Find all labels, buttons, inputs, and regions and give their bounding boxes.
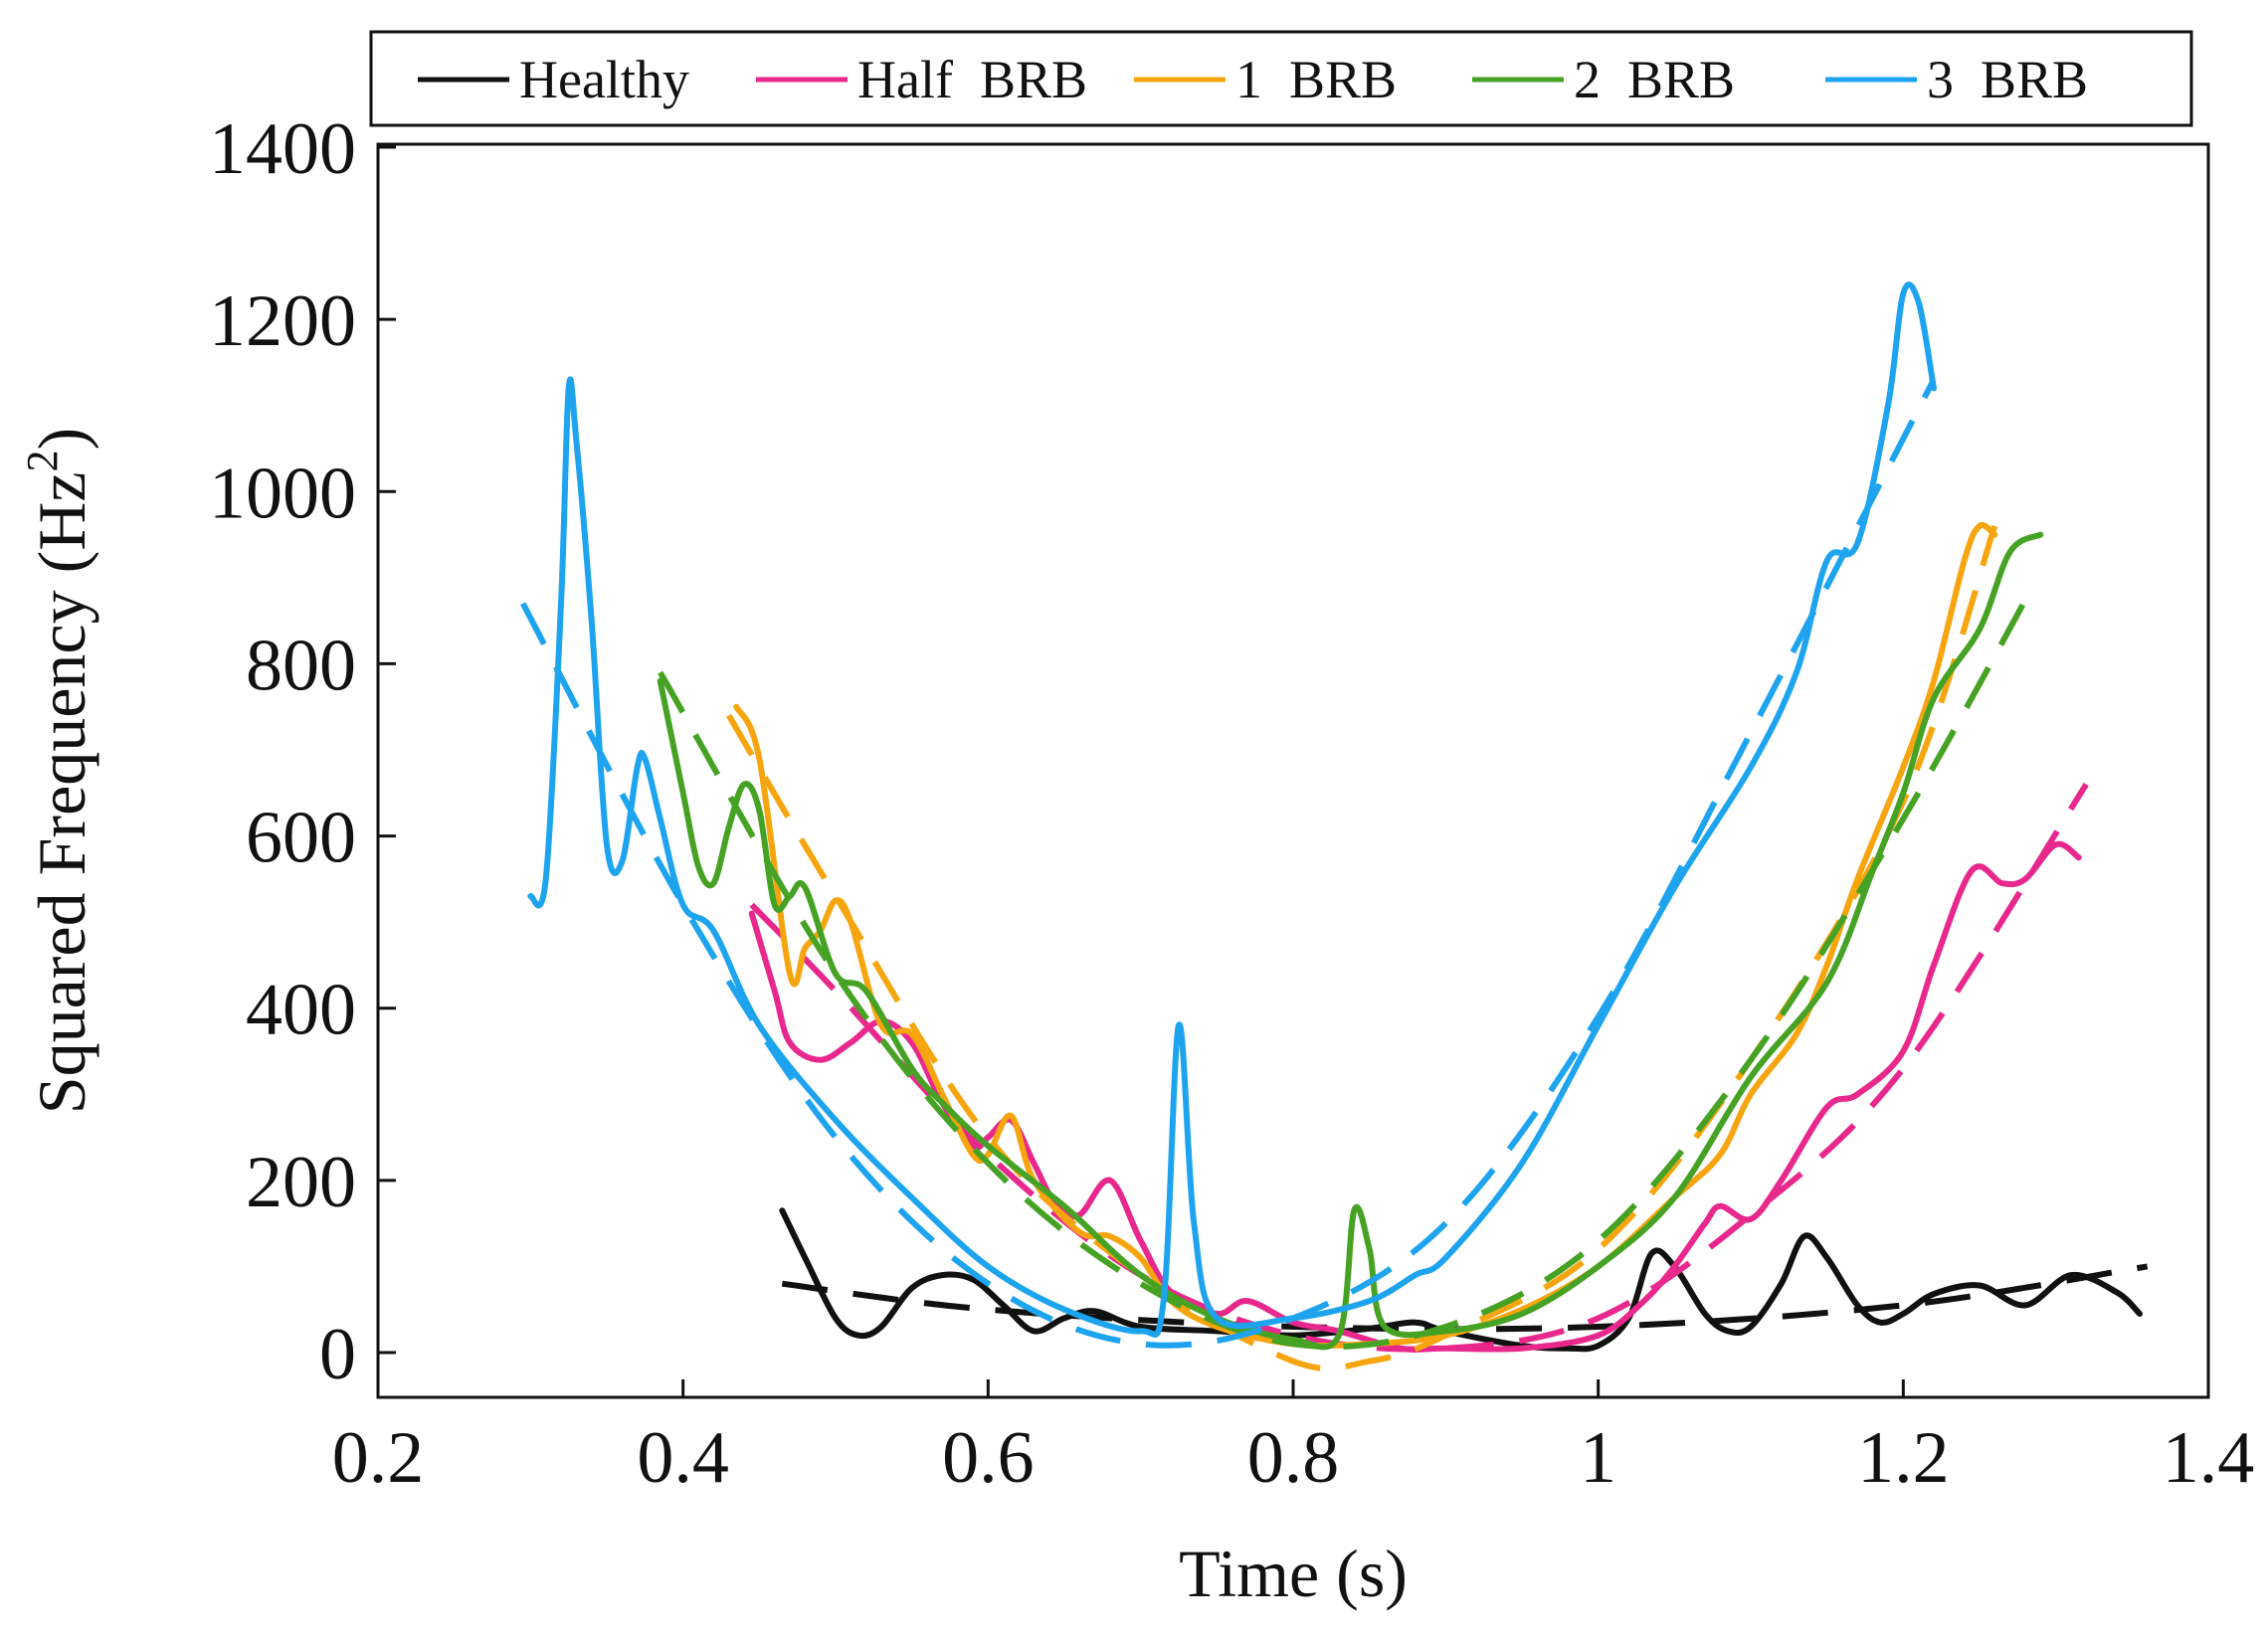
data-line-1-brb bbox=[733, 521, 1998, 1349]
legend-item-healthy: Healthy bbox=[418, 50, 689, 109]
y-axis-title-sup: 2 bbox=[18, 450, 67, 471]
legend-label: Half BRB bbox=[857, 50, 1087, 109]
y-tick-label: 1000 bbox=[209, 453, 356, 534]
data-line-half-brb bbox=[748, 840, 2082, 1353]
data-line-3-brb bbox=[527, 281, 1937, 1338]
x-tick-label: 0.6 bbox=[942, 1417, 1035, 1499]
y-tick-label: 200 bbox=[246, 1142, 356, 1223]
data-line-2-brb bbox=[657, 531, 2044, 1351]
y-tick-label: 800 bbox=[246, 625, 356, 706]
fit-line-3-brb bbox=[520, 378, 1937, 1349]
y-axis-title-close: ) bbox=[24, 428, 99, 451]
x-tick-label: 1 bbox=[1580, 1417, 1616, 1499]
y-tick-label: 400 bbox=[246, 970, 356, 1051]
y-tick-label: 1400 bbox=[209, 108, 356, 190]
legend-item-half-brb: Half BRB bbox=[756, 50, 1087, 109]
series-2-brb bbox=[657, 531, 2044, 1351]
legend-label: 3 BRB bbox=[1927, 50, 2088, 109]
fit-line-healthy bbox=[781, 1263, 2149, 1333]
data-line-healthy bbox=[779, 1207, 2143, 1353]
fit-line-2-brb bbox=[658, 585, 2036, 1351]
x-axis-title: Time (s) bbox=[1179, 1536, 1408, 1611]
y-tick-label: 0 bbox=[319, 1314, 356, 1395]
series-half-brb bbox=[748, 782, 2089, 1353]
series-3-brb bbox=[520, 281, 1937, 1349]
legend-label: 1 BRB bbox=[1235, 50, 1397, 109]
x-tick-label: 0.8 bbox=[1247, 1417, 1340, 1499]
x-tick-label: 1.4 bbox=[2163, 1417, 2255, 1499]
x-tick-label: 1.2 bbox=[1857, 1417, 1950, 1499]
legend-label: Healthy bbox=[519, 50, 689, 109]
y-tick-label: 600 bbox=[246, 798, 356, 879]
series-1-brb bbox=[726, 521, 1998, 1372]
legend-item-2-brb: 2 BRB bbox=[1472, 50, 1735, 109]
fit-line-1-brb bbox=[726, 524, 1998, 1372]
legend-label: 2 BRB bbox=[1574, 50, 1735, 109]
x-tick-label: 0.2 bbox=[332, 1417, 425, 1499]
y-tick-label: 1200 bbox=[209, 280, 356, 362]
legend-item-1-brb: 1 BRB bbox=[1134, 50, 1397, 109]
y-axis-title-main: Squared Frequency (Hz bbox=[24, 471, 99, 1114]
y-axis-title: Squared Frequency (Hz2) bbox=[18, 428, 99, 1114]
legend: Healthy Half BRB 1 BRB 2 BRB 3 BRB bbox=[369, 30, 2193, 127]
fit-line-half-brb bbox=[749, 782, 2089, 1353]
legend-item-3-brb: 3 BRB bbox=[1825, 50, 2088, 109]
x-tick-label: 0.4 bbox=[637, 1417, 729, 1499]
